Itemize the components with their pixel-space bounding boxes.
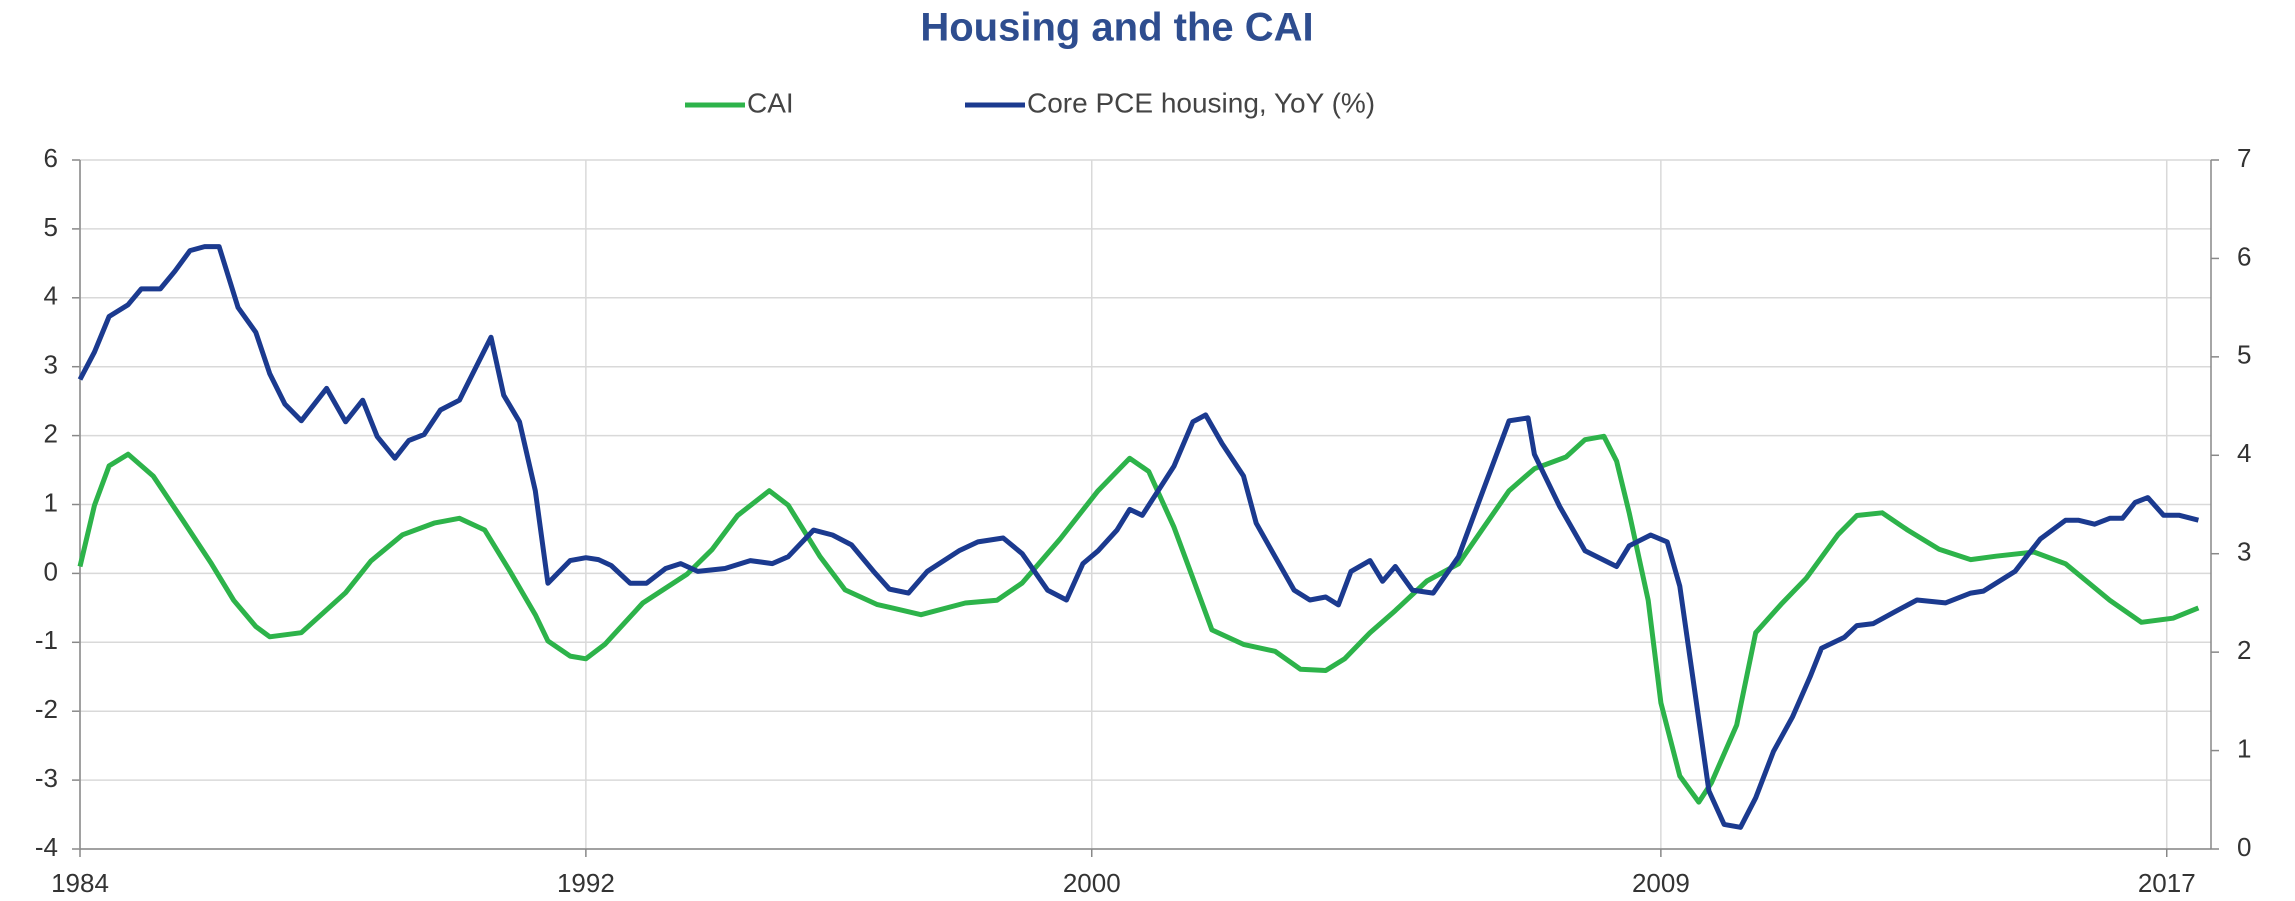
legend: CAI Core PCE housing, YoY (%) xyxy=(685,87,1375,118)
y2-tick-label: 5 xyxy=(2237,340,2251,370)
y-tick-label: 5 xyxy=(44,212,58,242)
y2-tick-label: 3 xyxy=(2237,537,2251,567)
y-tick-label: 6 xyxy=(44,143,58,173)
y-tick-label: -4 xyxy=(35,832,58,862)
x-tick-label: 1984 xyxy=(51,868,109,898)
y2-tick-label: 2 xyxy=(2237,635,2251,665)
series-line xyxy=(77,244,2200,830)
y-tick-label: 2 xyxy=(44,418,58,448)
x-tick-label: 1992 xyxy=(557,868,615,898)
y-tick-label: 1 xyxy=(44,487,58,517)
y2-tick-label: 7 xyxy=(2237,143,2251,173)
y-tick-label: -3 xyxy=(35,763,58,793)
y-tick-label: 0 xyxy=(44,556,58,586)
legend-label: Core PCE housing, YoY (%) xyxy=(1027,87,1375,118)
x-tick-label: 2009 xyxy=(1632,868,1690,898)
y2-tick-label: 1 xyxy=(2237,733,2251,763)
series-line xyxy=(77,433,2200,805)
legend-label: CAI xyxy=(747,87,794,118)
y-tick-label: -2 xyxy=(35,694,58,724)
y2-tick-label: 4 xyxy=(2237,438,2251,468)
x-tick-label: 2017 xyxy=(2138,868,2196,898)
y2-tick-label: 0 xyxy=(2237,832,2251,862)
y-tick-label: 3 xyxy=(44,350,58,380)
y2-tick-label: 6 xyxy=(2237,241,2251,271)
y-tick-label: -1 xyxy=(35,625,58,655)
x-tick-label: 2000 xyxy=(1063,868,1121,898)
chart-title: Housing and the CAI xyxy=(920,6,1313,50)
y-tick-label: 4 xyxy=(44,281,58,311)
